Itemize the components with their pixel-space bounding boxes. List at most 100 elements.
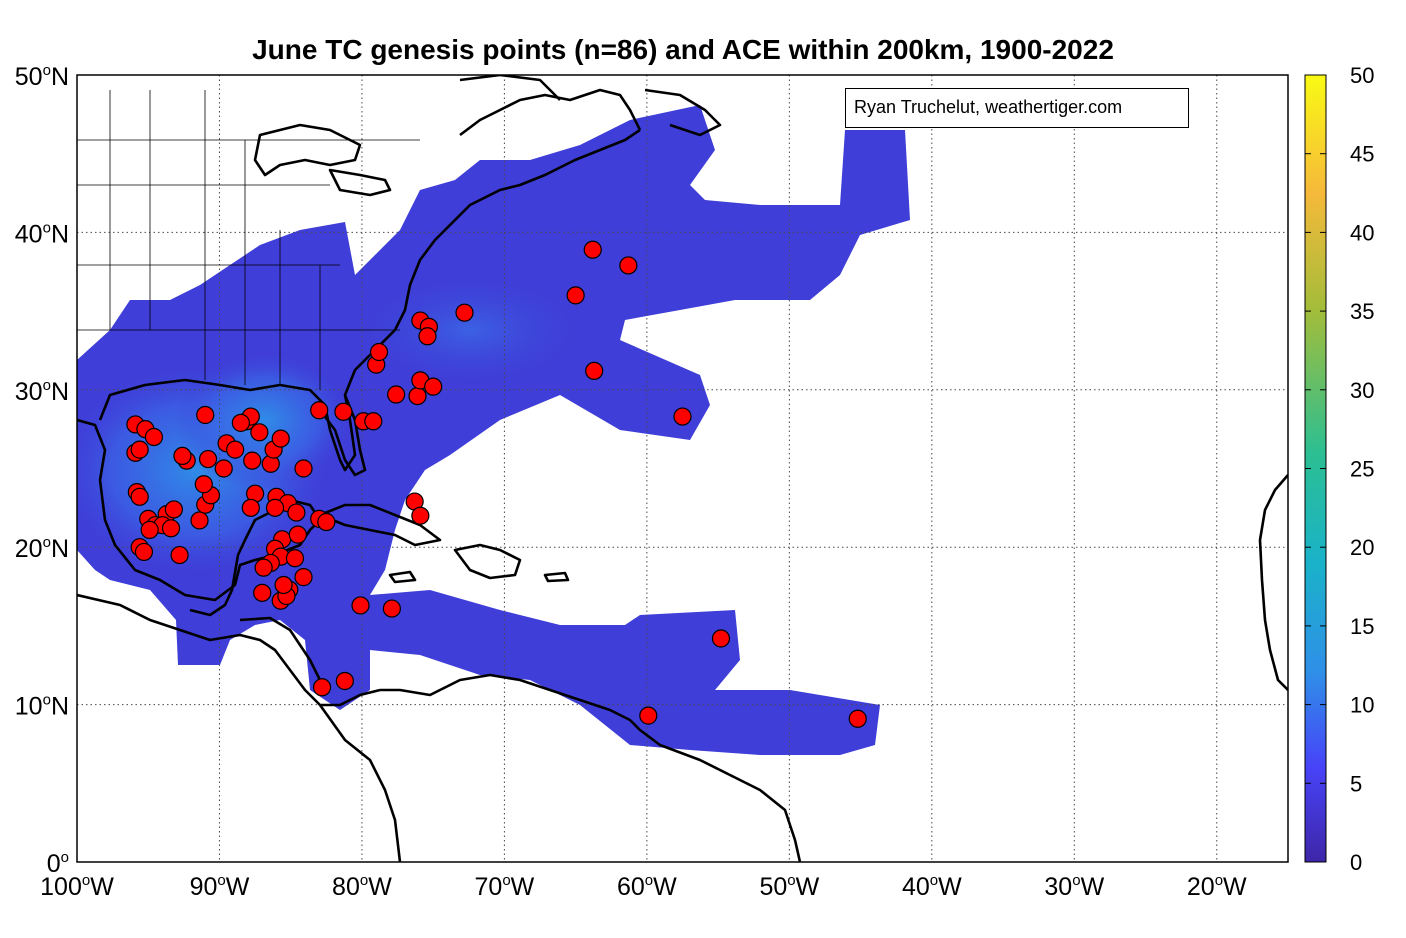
ace-core-atlantic bbox=[350, 270, 590, 390]
genesis-point bbox=[639, 706, 658, 725]
genesis-point bbox=[387, 385, 406, 404]
newfoundland bbox=[644, 88, 722, 137]
genesis-point bbox=[288, 525, 307, 544]
genesis-point bbox=[285, 549, 305, 568]
genesis-point bbox=[418, 327, 437, 346]
x-tick-label: 20oW bbox=[1187, 872, 1247, 901]
genesis-point bbox=[190, 511, 209, 530]
genesis-point bbox=[411, 506, 430, 525]
genesis-point bbox=[231, 413, 250, 432]
genesis-point bbox=[711, 629, 731, 648]
genesis-point bbox=[364, 412, 383, 431]
central-america-caribbean bbox=[239, 616, 322, 681]
y-axis-ticks: 0o 10oN 20oN 30oN 40oN 50oN bbox=[15, 62, 69, 878]
puerto-rico bbox=[543, 571, 570, 583]
genesis-point bbox=[274, 575, 293, 595]
hudson-region bbox=[459, 75, 561, 101]
genesis-point bbox=[196, 405, 215, 425]
genesis-points bbox=[126, 240, 867, 728]
colorbar-tick-label: 35 bbox=[1350, 299, 1374, 324]
genesis-point bbox=[583, 240, 602, 259]
genesis-point bbox=[310, 401, 329, 420]
genesis-point bbox=[619, 256, 638, 275]
gridlines bbox=[77, 75, 1288, 862]
genesis-point bbox=[848, 709, 867, 728]
x-tick-label: 50oW bbox=[759, 872, 819, 901]
africa-coast bbox=[1258, 474, 1288, 691]
genesis-point bbox=[294, 459, 313, 478]
cuba bbox=[318, 503, 442, 547]
colorbar-tick-label: 25 bbox=[1350, 457, 1374, 482]
genesis-point bbox=[335, 671, 354, 691]
x-tick-label: 30oW bbox=[1044, 872, 1104, 901]
genesis-point bbox=[198, 449, 218, 469]
y-tick-label: 50oN bbox=[15, 62, 69, 91]
south-america-west bbox=[318, 704, 402, 862]
coastlines bbox=[77, 75, 1288, 862]
central-america-pacific bbox=[77, 593, 381, 707]
genesis-point bbox=[351, 596, 370, 615]
genesis-point bbox=[226, 440, 245, 459]
genesis-point bbox=[334, 402, 353, 421]
y-tick-label: 0o bbox=[47, 849, 69, 878]
yucatan-south bbox=[189, 554, 240, 617]
genesis-point bbox=[170, 545, 189, 565]
south-america-coast bbox=[380, 673, 802, 862]
genesis-point bbox=[585, 361, 604, 381]
genesis-point bbox=[317, 512, 336, 532]
x-tick-label: 100oW bbox=[40, 872, 114, 901]
genesis-point bbox=[566, 286, 585, 305]
colorbar-ticks: 0 5 10 15 20 25 30 35 40 45 50 bbox=[1305, 63, 1374, 875]
x-axis-ticks: 100oW 90oW 80oW 70oW 60oW 50oW 40oW 30oW 20oW bbox=[40, 872, 1247, 901]
genesis-point bbox=[241, 498, 260, 517]
x-tick-label: 40oW bbox=[902, 872, 962, 901]
colorbar-tick-label: 15 bbox=[1350, 614, 1374, 639]
genesis-point bbox=[161, 519, 181, 538]
genesis-point bbox=[424, 377, 443, 396]
credit-box: Ryan Truchelut, weathertiger.com bbox=[845, 88, 1189, 128]
genesis-point bbox=[173, 446, 192, 466]
genesis-point bbox=[194, 475, 213, 494]
genesis-point bbox=[382, 599, 401, 618]
genesis-point bbox=[214, 459, 233, 478]
y-tick-label: 30oN bbox=[15, 377, 69, 406]
genesis-point bbox=[140, 520, 159, 539]
lake-erie bbox=[328, 168, 392, 197]
jamaica bbox=[388, 570, 417, 584]
x-tick-label: 60oW bbox=[617, 872, 677, 901]
genesis-point bbox=[455, 303, 474, 322]
y-tick-label: 40oN bbox=[15, 219, 69, 248]
genesis-point bbox=[254, 558, 273, 577]
genesis-point bbox=[312, 678, 332, 697]
chart-title: June TC genesis points (n=86) and ACE wi… bbox=[252, 34, 1114, 65]
colorbar-tick-label: 45 bbox=[1350, 142, 1374, 167]
genesis-point bbox=[250, 423, 269, 442]
colorbar-tick-label: 30 bbox=[1350, 378, 1374, 403]
genesis-point bbox=[673, 407, 692, 426]
colorbar-tick-label: 10 bbox=[1350, 693, 1374, 718]
genesis-point bbox=[130, 487, 149, 506]
genesis-point bbox=[144, 427, 164, 447]
great-lakes bbox=[253, 123, 362, 177]
plot-frame bbox=[76, 74, 1289, 863]
colorbar-tick-label: 0 bbox=[1350, 850, 1362, 875]
genesis-point bbox=[294, 568, 313, 587]
genesis-point bbox=[134, 542, 154, 562]
x-tick-label: 70oW bbox=[475, 872, 535, 901]
genesis-point bbox=[265, 498, 285, 517]
genesis-point bbox=[253, 583, 272, 602]
genesis-point bbox=[243, 451, 262, 470]
y-tick-label: 20oN bbox=[15, 534, 69, 563]
us-coast bbox=[98, 128, 641, 472]
genesis-point bbox=[130, 440, 149, 459]
hispaniola bbox=[453, 543, 522, 580]
genesis-point bbox=[408, 386, 427, 406]
x-tick-label: 90oW bbox=[190, 872, 250, 901]
colorbar-tick-label: 50 bbox=[1350, 63, 1374, 88]
y-tick-label: 10oN bbox=[15, 692, 69, 721]
borders bbox=[77, 90, 420, 390]
x-tick-label: 80oW bbox=[332, 872, 392, 901]
genesis-point bbox=[271, 429, 290, 448]
colorbar-tick-label: 5 bbox=[1350, 771, 1362, 796]
